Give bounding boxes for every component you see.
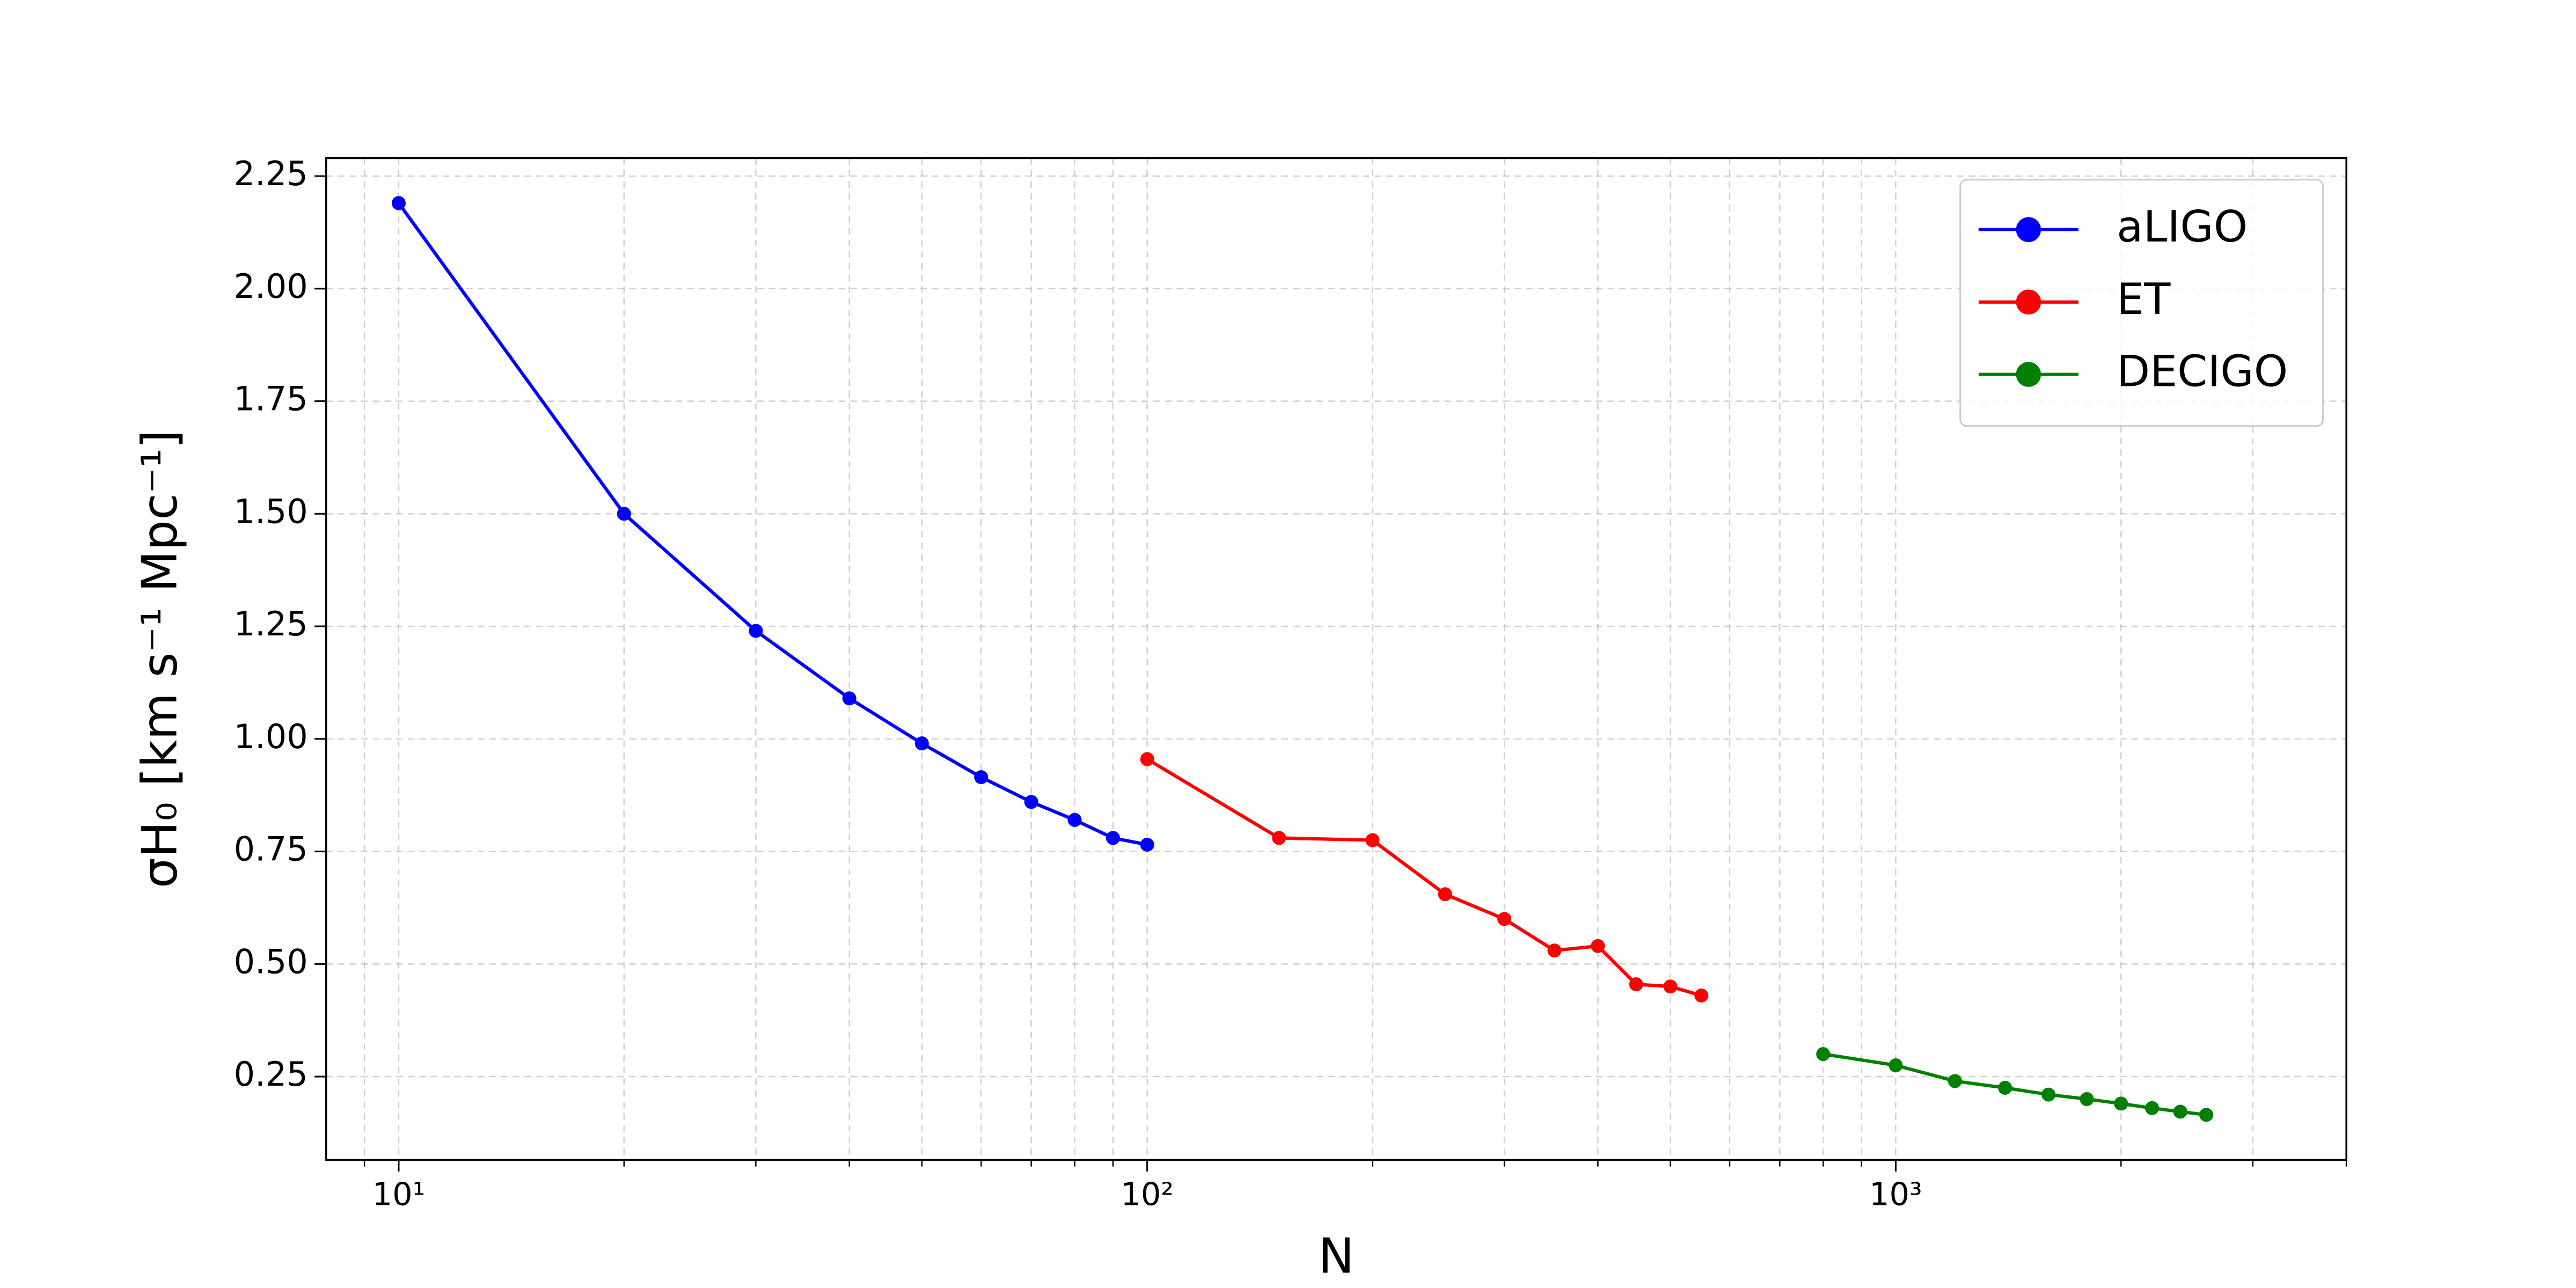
x-tick-label: 10¹ (372, 1176, 426, 1213)
point (1272, 831, 1286, 845)
series-line (397, 202, 1148, 847)
point (1591, 939, 1605, 953)
legend-label: ET (2117, 274, 2171, 325)
series-line (1823, 1052, 2207, 1117)
point (1948, 1074, 1962, 1088)
point (1438, 887, 1452, 902)
x-tick-label: 10² (1121, 1176, 1174, 1213)
point (974, 770, 989, 785)
y-tick-label: 0.75 (234, 830, 308, 869)
x-axis-label: N (1318, 1229, 1354, 1285)
legend-marker (2016, 362, 2041, 387)
y-tick-label: 1.50 (234, 492, 308, 531)
point (1024, 795, 1038, 809)
point (749, 624, 763, 638)
point (2080, 1092, 2094, 1107)
point (1629, 977, 1643, 992)
point (1663, 979, 1678, 994)
point (1998, 1080, 2012, 1095)
y-tick-label: 0.50 (234, 942, 308, 981)
point (2145, 1101, 2159, 1115)
point (1365, 833, 1380, 847)
y-tick-label: 2.00 (234, 267, 308, 306)
point (1816, 1047, 1831, 1062)
point (1694, 988, 1709, 1003)
point (1106, 831, 1120, 845)
point (391, 196, 406, 210)
point (2199, 1108, 2214, 1122)
legend-label: aLIGO (2117, 202, 2248, 252)
y-tick-label: 2.25 (234, 154, 308, 193)
legend-label: DECIGO (2117, 347, 2288, 397)
y-tick-label: 1.25 (234, 604, 308, 643)
y-tick-label: 1.75 (234, 379, 308, 419)
point (1140, 752, 1154, 766)
point (1067, 813, 1082, 827)
point (1497, 912, 1512, 926)
point (2114, 1096, 2128, 1111)
point (842, 691, 857, 706)
series-line (1146, 757, 1702, 998)
point (1140, 837, 1154, 852)
point (1889, 1058, 1903, 1073)
point (2173, 1104, 2187, 1119)
legend: aLIGO ET DECIGO (1959, 179, 2324, 427)
point (617, 507, 631, 521)
y-tick-label: 1.00 (234, 717, 308, 756)
point (1547, 943, 1562, 958)
point (914, 736, 929, 751)
y-tick-label: 0.25 (234, 1055, 308, 1094)
legend-box (1959, 179, 2324, 427)
plot-frame (325, 157, 2347, 1161)
x-tick-label: 10³ (1869, 1176, 1922, 1213)
y-axis-label: σH₀ [km s⁻¹ Mpc⁻¹] (132, 430, 188, 888)
point (2041, 1087, 2056, 1102)
legend-marker (2016, 289, 2041, 315)
legend-marker (2016, 217, 2041, 243)
